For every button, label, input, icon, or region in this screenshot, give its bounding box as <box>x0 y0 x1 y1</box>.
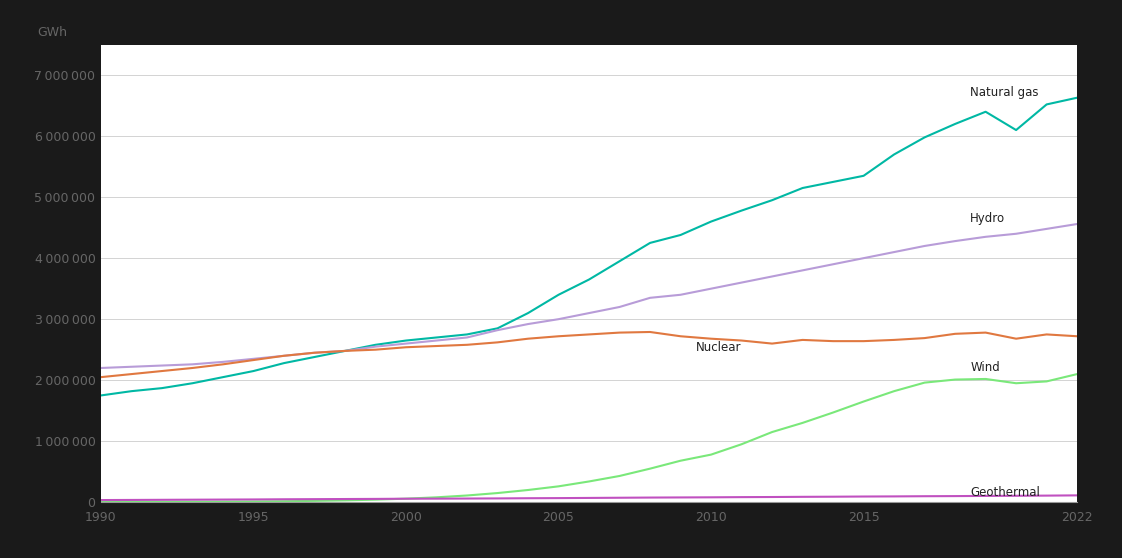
Text: Hydro: Hydro <box>971 212 1005 225</box>
Text: Wind: Wind <box>971 362 1000 374</box>
Text: Nuclear: Nuclear <box>696 341 742 354</box>
Text: Natural gas: Natural gas <box>971 86 1039 99</box>
Text: GWh: GWh <box>37 26 67 39</box>
Text: Geothermal: Geothermal <box>971 486 1040 499</box>
